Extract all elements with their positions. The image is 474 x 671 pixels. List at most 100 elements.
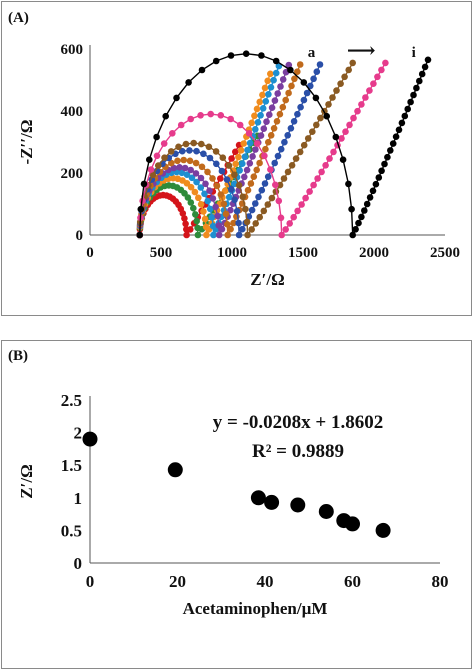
data-point [298, 201, 305, 208]
data-point [270, 76, 277, 84]
y-tick-label: 0 [74, 554, 83, 573]
data-point [235, 231, 243, 239]
data-point [253, 166, 260, 174]
data-point [260, 207, 268, 215]
data-point [345, 66, 353, 74]
data-point [375, 174, 383, 181]
data-point [190, 204, 197, 212]
data-point [193, 178, 200, 186]
data-point [227, 206, 234, 214]
data-point [398, 119, 406, 127]
data-point [350, 114, 357, 122]
data-point [227, 52, 235, 59]
x-tick-label: 2000 [359, 245, 389, 261]
data-point [241, 153, 249, 161]
data-point [219, 154, 227, 161]
data-point [222, 210, 230, 218]
data-point [407, 98, 414, 106]
data-point [209, 195, 217, 202]
data-point [252, 146, 259, 153]
data-point [225, 193, 233, 201]
data-point [389, 140, 397, 147]
data-point [227, 225, 234, 233]
data-point [349, 231, 357, 239]
data-point [358, 213, 365, 221]
data-point [250, 490, 266, 506]
data-point [256, 213, 263, 221]
data-point [248, 226, 255, 233]
data-point [290, 497, 306, 513]
data-point [221, 187, 229, 195]
x-axis-title: Acetaminophen/µM [183, 599, 328, 618]
data-point [355, 219, 362, 227]
y-tick-label: 400 [61, 104, 84, 120]
data-point [198, 163, 206, 171]
data-point [326, 155, 333, 162]
data-point [239, 160, 246, 167]
data-point [194, 231, 202, 239]
data-point [330, 148, 337, 156]
data-point [354, 107, 361, 115]
data-point [312, 94, 320, 102]
data-point [374, 73, 381, 81]
data-point [244, 146, 251, 154]
data-point [257, 112, 264, 119]
x-tick-label: 20 [169, 572, 186, 591]
data-point [322, 162, 329, 169]
data-point [362, 94, 369, 101]
data-point [220, 200, 228, 208]
annotation-end: i [412, 45, 416, 61]
data-point [208, 214, 216, 221]
data-point [201, 215, 209, 223]
data-point [378, 66, 385, 74]
data-point [236, 121, 244, 129]
data-point [272, 69, 280, 77]
data-point [270, 125, 278, 132]
data-point [264, 201, 272, 208]
data-point [167, 148, 175, 155]
data-point [252, 126, 259, 133]
data-point [187, 115, 194, 123]
data-point [210, 231, 217, 239]
data-point [261, 180, 269, 187]
data-point [267, 166, 274, 173]
data-point [197, 184, 205, 191]
data-point [182, 220, 189, 228]
data-point [300, 79, 308, 86]
data-point [192, 159, 200, 167]
data-point [300, 141, 308, 149]
data-point [198, 66, 206, 74]
data-point [291, 75, 298, 83]
data-point [193, 217, 200, 225]
data-point [262, 98, 270, 105]
data-point [317, 114, 324, 122]
data-point [296, 61, 304, 68]
data-point [140, 180, 148, 188]
data-point [230, 219, 237, 227]
data-point [342, 128, 349, 135]
data-point [204, 168, 211, 176]
data-point [162, 112, 169, 120]
data-point [239, 225, 246, 233]
data-point [224, 221, 231, 228]
data-point [254, 119, 262, 126]
data-point [168, 159, 175, 167]
data-point [136, 231, 143, 239]
data-point [313, 121, 320, 129]
data-point [366, 194, 374, 201]
data-point [358, 101, 365, 108]
data-point [325, 101, 332, 108]
data-point [279, 103, 287, 111]
data-point [261, 152, 268, 160]
data-point [352, 226, 359, 233]
data-point [260, 125, 268, 132]
data-point [273, 118, 281, 125]
data-point [82, 431, 98, 447]
nyquist-chart: (A) 0 500 1000 1500 2000 2500 0 200 400 600 Z′/Ω -Z′… [8, 10, 460, 289]
data-point [382, 59, 389, 67]
data-point [207, 110, 214, 118]
data-point [285, 89, 292, 97]
data-point [250, 173, 258, 180]
x-tick-label: 60 [344, 572, 361, 591]
data-point [378, 167, 385, 175]
